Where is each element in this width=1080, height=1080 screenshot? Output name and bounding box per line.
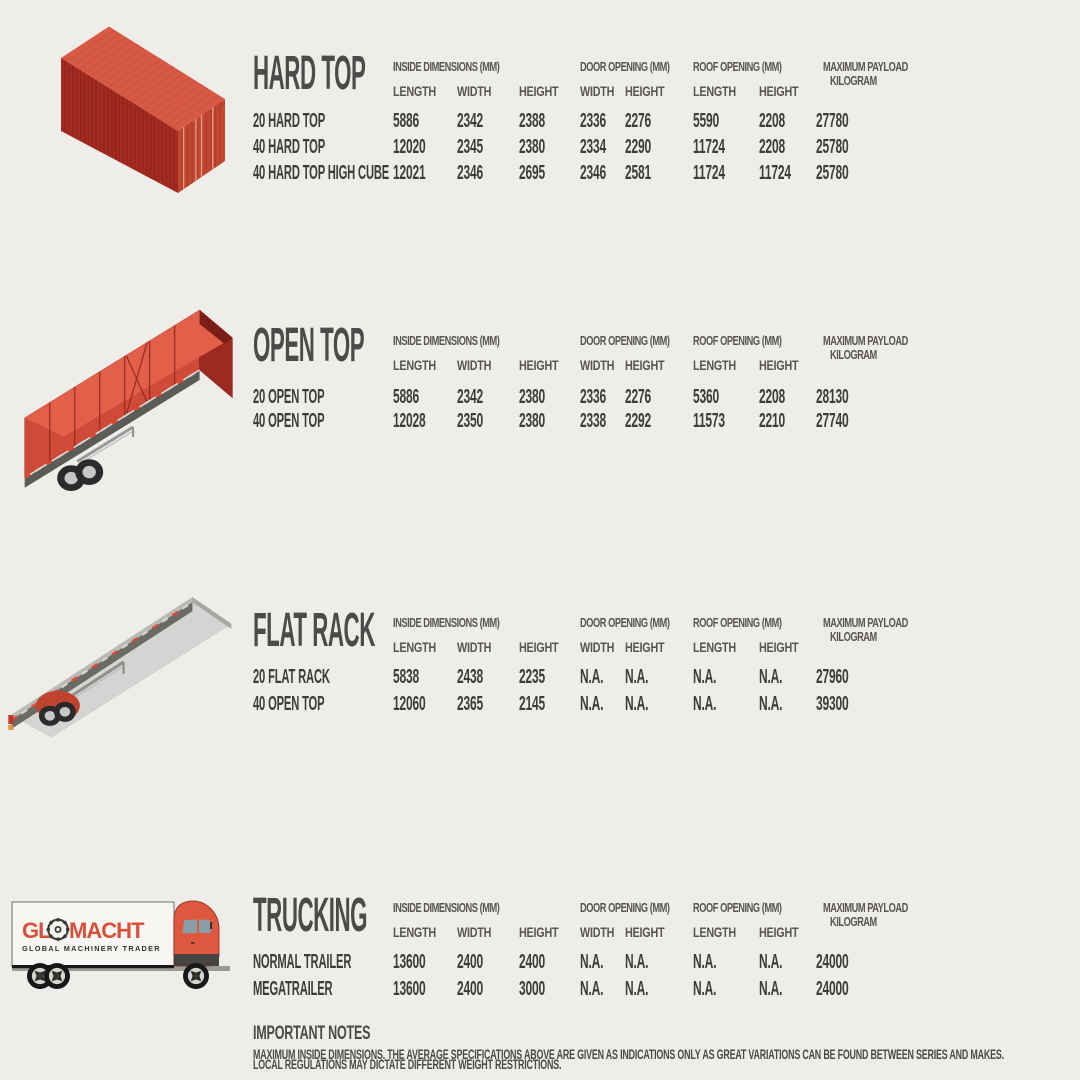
svg-text:MACHT: MACHT	[69, 918, 145, 943]
svg-text:GLOBAL MACHINERY TRADER: GLOBAL MACHINERY TRADER	[22, 944, 161, 953]
